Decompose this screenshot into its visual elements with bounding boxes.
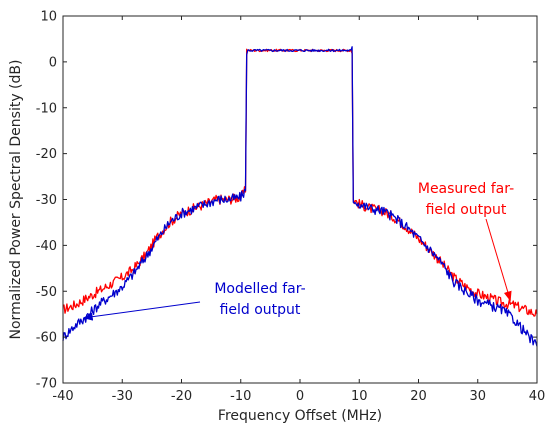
y-axis-label: Normalized Power Spectral Density (dB): [8, 60, 24, 340]
x-tick-label: 10: [351, 389, 368, 404]
y-tick-label: -30: [36, 193, 57, 208]
series-layer: [62, 46, 538, 347]
x-axis-ticks: -40 -30 -20 -10 0 10 20 30 40: [52, 16, 545, 404]
y-tick-label: -10: [36, 101, 57, 116]
annotation-measured: Measured far- field output: [418, 181, 514, 302]
annotation-modelled: Modelled far- field output: [82, 281, 306, 321]
y-axis-ticks: -70 -60 -50 -40 -30 -20 -10 0 10: [36, 10, 537, 392]
series-line: [62, 46, 538, 347]
y-tick-label: -70: [36, 377, 57, 392]
x-tick-label: -10: [230, 389, 251, 404]
x-tick-label: 30: [469, 389, 486, 404]
y-tick-label: -60: [36, 331, 57, 346]
annotation-modelled-arrow: [82, 301, 201, 321]
y-tick-label: 10: [40, 10, 57, 25]
y-tick-label: 0: [49, 55, 57, 70]
x-tick-label: -40: [52, 389, 73, 404]
x-axis-label: Frequency Offset (MHz): [218, 408, 382, 424]
x-tick-label: 0: [296, 389, 304, 404]
annotation-measured-arrow: [485, 218, 512, 302]
x-tick-label: -30: [112, 389, 133, 404]
annotation-modelled-line2: field output: [220, 302, 301, 318]
y-tick-label: -40: [36, 239, 57, 254]
annotation-measured-line2: field output: [426, 202, 507, 218]
y-tick-label: -50: [36, 285, 57, 300]
plot-frame: [62, 15, 538, 384]
x-tick-label: 40: [529, 389, 546, 404]
y-tick-label: -20: [36, 147, 57, 162]
x-tick-label: -20: [171, 389, 192, 404]
annotation-modelled-line1: Modelled far-: [214, 281, 305, 297]
x-tick-label: 20: [410, 389, 427, 404]
annotation-measured-line1: Measured far-: [418, 181, 514, 197]
